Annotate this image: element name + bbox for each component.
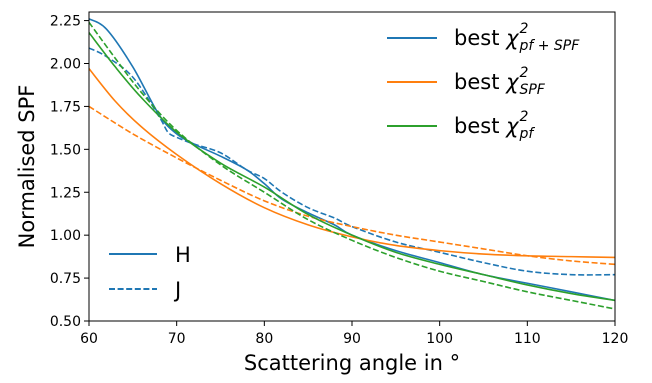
y-axis-title: Normalised SPF xyxy=(15,85,39,249)
series-line-1-j xyxy=(89,105,615,266)
plot-lines xyxy=(89,18,615,310)
y-tick-label: 1.00 xyxy=(50,228,81,244)
legend-entry-label: J xyxy=(173,278,181,302)
y-tick-label: 1.25 xyxy=(50,185,81,201)
legend-entry-label: best χ2 pf + SPF xyxy=(454,21,580,54)
y-tick-label: 2.00 xyxy=(50,57,81,73)
legend-entry-label: best χ2 pf xyxy=(454,109,535,142)
series-line-0-j xyxy=(89,47,615,276)
x-axis: 60 70 80 90 100 110 120 xyxy=(80,321,628,347)
x-tick-label: 110 xyxy=(514,331,541,347)
x-tick-label: 90 xyxy=(343,331,361,347)
x-tick-label: 80 xyxy=(255,331,273,347)
y-tick-label: 1.50 xyxy=(50,142,81,158)
legend-bottom: HJ xyxy=(109,243,191,302)
y-axis: 0.50 0.75 1.00 1.25 1.50 1.75 2.00 2.25 xyxy=(50,14,89,330)
x-tick-label: 60 xyxy=(80,331,98,347)
y-tick-label: 0.50 xyxy=(50,314,81,330)
x-tick-label: 120 xyxy=(602,331,629,347)
series-line-2-h xyxy=(89,32,615,302)
series-line-2-j xyxy=(89,21,615,310)
y-tick-label: 0.75 xyxy=(50,271,81,287)
x-tick-label: 70 xyxy=(168,331,186,347)
plot-frame xyxy=(88,11,616,322)
legend-entry-label: H xyxy=(175,243,191,267)
x-axis-title: Scattering angle in ° xyxy=(244,351,460,375)
x-tick-label: 100 xyxy=(426,331,453,347)
series-line-0-h xyxy=(89,18,615,302)
legend-entry-label: best χ2 SPF xyxy=(454,65,546,98)
legend-top: best χ2 pf + SPF best χ2 SPF best χ2 pf xyxy=(387,21,580,142)
y-tick-label: 2.25 xyxy=(50,14,81,30)
y-tick-label: 1.75 xyxy=(50,99,81,115)
